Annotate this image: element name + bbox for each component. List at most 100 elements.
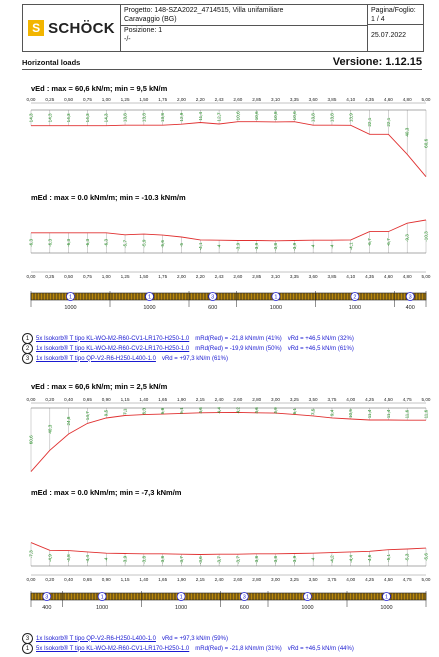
m1-tick-label: 4,60 [384, 274, 393, 279]
v2-value-label: 11,6 [424, 409, 429, 418]
m1-tick-label: 0,50 [64, 274, 73, 279]
v2-value-label: 11,6 [405, 409, 410, 418]
m2-tick-label: 3,00 [271, 577, 280, 582]
page-label: Pagina/Foglio: [371, 7, 416, 14]
reference-link[interactable]: 1x Isokorb® T tipo KL-WO-M2-R60-CV2-LR17… [36, 345, 190, 352]
m1-value-label: -6,3 [29, 239, 34, 247]
v1-value-label: 14,3 [104, 113, 109, 122]
section-title: Horizontal loads [22, 58, 81, 67]
divider [22, 69, 422, 70]
bar2-marker [239, 592, 249, 601]
reference-link[interactable]: 1x Isokorb® T tipo QP-V2-R6-H250-L400-1.… [36, 355, 156, 362]
reference-link[interactable]: 1x Isokorb® T tipo QP-V2-R6-H250-L400-1.… [36, 635, 156, 642]
m2-value-label: -5,1 [386, 553, 391, 561]
bar1-marker [405, 292, 415, 301]
bar1-marker-label: 3 [409, 295, 412, 301]
v1-tick-label: 4,80 [403, 97, 412, 102]
v2-value-label: 11,4 [386, 409, 391, 418]
v2-tick-label: 0,40 [64, 397, 73, 402]
m1-tick-label: 0,00 [27, 274, 36, 279]
v2-tick-label: 4,50 [384, 397, 393, 402]
reference-number: 3 [22, 353, 33, 364]
m1-curve [31, 219, 427, 242]
m2-tick-label: 1,65 [158, 577, 167, 582]
m1-value-label: -6,3 [104, 239, 109, 247]
v2-value-label: 40,3 [47, 424, 52, 433]
v2-tick-label: 4,25 [365, 397, 374, 402]
m2-value-label: -4,2 [329, 555, 334, 563]
m2-tick-label: 4,25 [365, 577, 374, 582]
m1-value-label: -5 [179, 243, 184, 248]
m2-value-label: -5,3 [405, 553, 410, 561]
m1-tick-label: 2,00 [177, 274, 186, 279]
m1-tick-label: 3,60 [309, 274, 318, 279]
v2-value-label: 10,5 [348, 409, 353, 418]
m2-value-label: -3,7 [217, 556, 222, 564]
reference-row: 3 1x Isokorb® T tipo QP-V2-R6-H250-L400-1… [22, 353, 234, 364]
v1-value-label: 12,7 [217, 112, 222, 121]
reference-capacity: vRd = +97,3 kN/m (59%) [161, 635, 228, 642]
v2-value-label: 24,8 [66, 416, 71, 425]
m1-tick-label: 4,80 [403, 274, 412, 279]
bar1-segment-label: 1000 [143, 305, 155, 311]
bar1-segment-label: 1000 [270, 305, 282, 311]
v2-tick-label: 2,80 [252, 397, 261, 402]
bar2-marker-label: 1 [385, 595, 388, 601]
bar2-marker-label: 1 [180, 595, 183, 601]
v1-tick-label: 3,85 [327, 97, 336, 102]
v2-tick-label: 1,90 [177, 397, 186, 402]
bar1-marker-label: 1 [148, 295, 151, 301]
v2-value-label: 14,7 [85, 411, 90, 420]
bar2-segment-label: 1000 [96, 605, 108, 611]
bar1-marker [66, 292, 75, 301]
v1-tick-label: 3,10 [271, 97, 280, 102]
bar1-segment-label: 600 [208, 305, 217, 311]
project-name: Progetto: 148-SZA2022_4714515, Villa uni… [124, 7, 284, 14]
v2-value-label: 7,5 [311, 408, 316, 415]
v1-tick-label: 3,60 [309, 97, 318, 102]
reference-number: 1 [22, 643, 33, 654]
m2-tick-label: 4,50 [384, 577, 393, 582]
reference-link[interactable]: 5x Isokorb® T tipo KL-WO-M2-R60-CV1-LR17… [36, 335, 190, 342]
v2-title: vEd : max = 60,6 kN/m; min = 2,5 kN/m [31, 382, 168, 391]
v1-tick-label: 2,60 [233, 97, 242, 102]
v1-tick-label: 2,00 [177, 97, 186, 102]
v1-value-label: 13,8 [329, 113, 334, 122]
v2-tick-label: 4,75 [403, 397, 412, 402]
bar2-marker [303, 592, 312, 601]
v2-value-label: 5,8 [160, 407, 165, 414]
v2-tick-label: 2,60 [233, 397, 242, 402]
reference-capacity: mRd(Red) = -21,8 kNm/m (31%) [195, 645, 282, 652]
bar2-segment-label: 1000 [301, 605, 313, 611]
v2-value-label: 4,6 [198, 407, 203, 414]
v2-value-label: 4,4 [217, 407, 222, 414]
bar2-marker-label: 3 [45, 595, 48, 601]
m1-value-label: -5,6 [160, 240, 165, 248]
bar1-segment-label: 1000 [349, 305, 361, 311]
v2-curve [30, 411, 426, 472]
v1-value-label: 10,6 [235, 111, 240, 120]
v2-value-label: 6,3 [141, 408, 146, 415]
m2-tick-label: 3,25 [290, 577, 299, 582]
bar1-marker-label: 1 [69, 295, 72, 301]
version-label: Versione: 1.12.15 [332, 56, 422, 68]
bar2-marker [42, 592, 52, 601]
v1-tick-label: 0,75 [83, 97, 92, 102]
m2-value-label: -3,9 [123, 555, 128, 563]
project-location: Caravaggio (BG) [124, 16, 177, 23]
position-label: Posizione: 1 [124, 27, 163, 34]
logo-text: SCHÖCK [48, 19, 115, 37]
m1-value-label: -6,7 [367, 238, 372, 246]
m2-value-label: -7,3 [29, 550, 34, 558]
bar1-segment-label: 1000 [64, 305, 76, 311]
reference-link[interactable]: 5x Isokorb® T tipo KL-WO-M2-R60-CV1-LR17… [36, 645, 190, 652]
v1-tick-label: 0,50 [64, 97, 73, 102]
v2-tick-label: 2,15 [196, 397, 205, 402]
v1-value-label: 22,1 [367, 117, 372, 126]
m2-value-label: -3,7 [235, 556, 240, 564]
v1-tick-label: 2,85 [252, 97, 261, 102]
v2-tick-label: 1,15 [121, 397, 130, 402]
m1-tick-label: 1,25 [121, 274, 130, 279]
report-date: 25.07.2022 [371, 32, 407, 39]
page-info: Pagina/Foglio: 1 / 4 25.07.2022 [368, 5, 423, 51]
